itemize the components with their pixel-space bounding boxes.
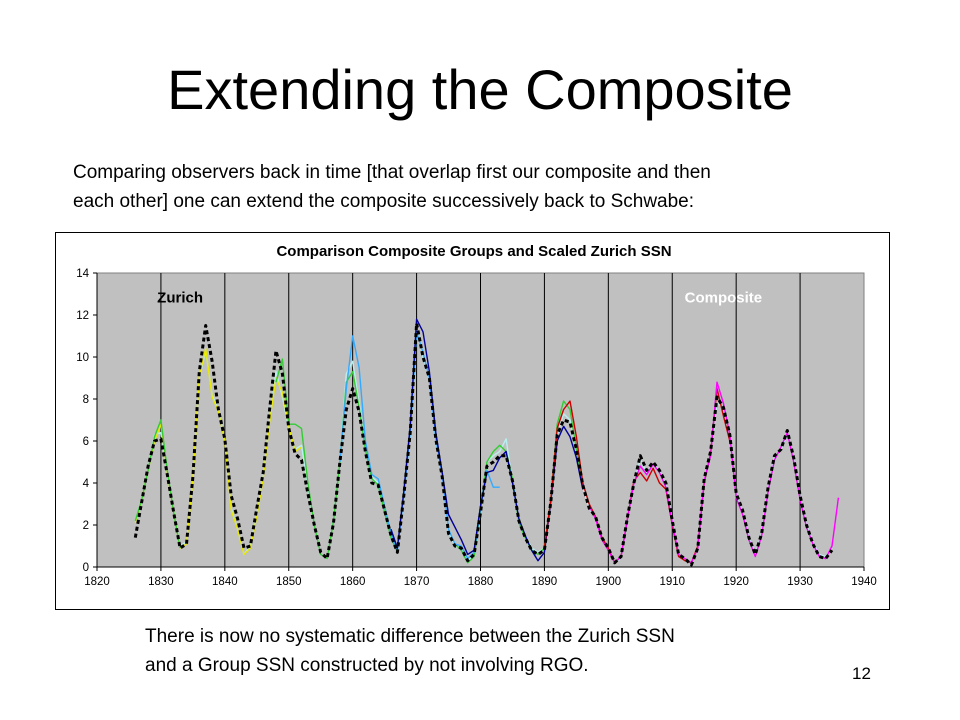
- x-tick-label: 1870: [404, 576, 430, 588]
- x-tick-label: 1900: [596, 576, 622, 588]
- x-tick-label: 1830: [148, 576, 174, 588]
- page-number: 12: [852, 664, 871, 683]
- x-tick-label: 1820: [84, 576, 110, 588]
- slide-title: Extending the Composite: [167, 58, 793, 121]
- y-tick-label: 0: [83, 562, 89, 574]
- x-tick-label: 1890: [532, 576, 558, 588]
- y-tick-label: 8: [83, 394, 89, 406]
- x-tick-label: 1880: [468, 576, 494, 588]
- note-line-1: There is now no systematic difference be…: [145, 626, 675, 647]
- x-tick-label: 1860: [340, 576, 366, 588]
- intro-line-1: Comparing observers back in time [that o…: [73, 162, 711, 183]
- chart-frame: Comparison Composite Groups and Scaled Z…: [55, 232, 890, 610]
- chart-title: Comparison Composite Groups and Scaled Z…: [276, 243, 671, 260]
- y-tick-label: 2: [83, 520, 89, 532]
- intro-text: Comparing observers back in time [that o…: [73, 158, 903, 216]
- sunspot-comparison-chart: Comparison Composite Groups and Scaled Z…: [76, 243, 877, 588]
- zurich-series-line: [133, 321, 834, 567]
- x-tick-label: 1840: [212, 576, 238, 588]
- x-tick-label: 1850: [276, 576, 302, 588]
- observer-series-line-4: [339, 331, 500, 560]
- x-tick-label: 1930: [787, 576, 813, 588]
- intro-line-2: each other] one can extend the composite…: [73, 191, 695, 212]
- y-tick-label: 4: [83, 478, 90, 490]
- x-tick-label: 1910: [659, 576, 685, 588]
- y-tick-label: 10: [76, 352, 89, 364]
- note-line-2: and a Group SSN constructed by not invol…: [145, 655, 589, 676]
- series-label-zurich: Zurich: [157, 289, 203, 306]
- y-tick-label: 12: [76, 310, 89, 322]
- y-tick-label: 14: [76, 268, 89, 280]
- series-label-composite: Composite: [685, 289, 763, 306]
- y-tick-label: 6: [83, 436, 89, 448]
- x-tick-label: 1940: [851, 576, 877, 588]
- x-tick-label: 1920: [723, 576, 749, 588]
- conclusion-note: There is now no systematic difference be…: [145, 622, 865, 680]
